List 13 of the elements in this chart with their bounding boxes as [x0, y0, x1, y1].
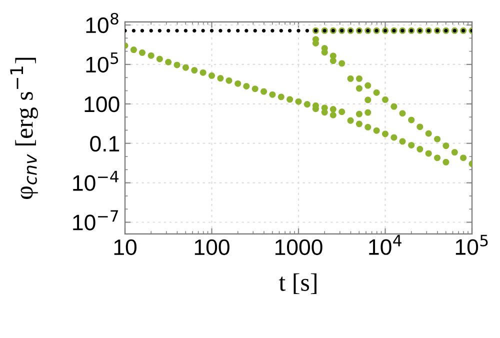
x-axis-title: t [s]: [278, 273, 316, 294]
x-tick-label: 10: [114, 239, 136, 256]
x-tick-label: 10$^{5}$: [456, 234, 488, 255]
y-tick-label: 10$^{−7}$: [73, 210, 118, 230]
y-tick-label: 0.1: [90, 136, 120, 152]
x-tick-label: 100: [194, 239, 230, 256]
y-axis-title: φ$_{cnv}$ [erg s$^{−1}$]: [10, 58, 38, 199]
y-tick-label: 10$^{−4}$: [73, 170, 118, 191]
x-tick-label: 10$^{4}$: [369, 234, 402, 255]
y-tick-label: 100: [84, 96, 120, 112]
x-tick-label: 1000: [275, 239, 322, 256]
y-tick-label: 10$^{5}$: [86, 52, 118, 73]
y-tick-label: 10$^{8}$: [86, 12, 118, 34]
